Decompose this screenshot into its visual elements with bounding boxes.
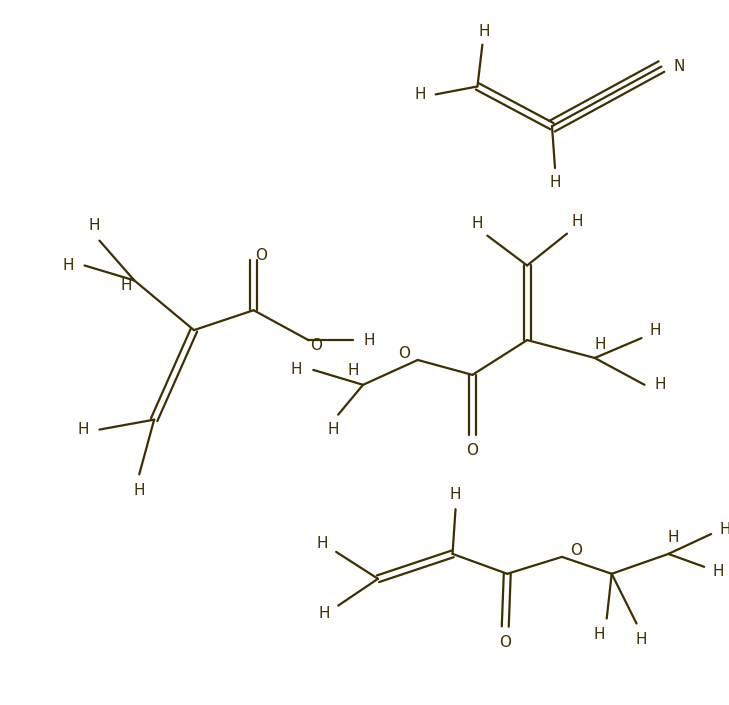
Text: H: H xyxy=(133,483,145,498)
Text: H: H xyxy=(327,422,339,437)
Text: H: H xyxy=(319,606,330,621)
Text: H: H xyxy=(316,537,328,551)
Text: H: H xyxy=(450,486,461,502)
Text: O: O xyxy=(311,338,322,352)
Text: O: O xyxy=(467,443,478,458)
Text: H: H xyxy=(594,336,606,352)
Text: H: H xyxy=(63,258,74,273)
Text: H: H xyxy=(120,278,132,293)
Text: H: H xyxy=(593,627,604,642)
Text: H: H xyxy=(668,530,679,546)
Text: N: N xyxy=(674,59,685,74)
Text: H: H xyxy=(655,377,666,392)
Text: H: H xyxy=(549,176,561,190)
Text: O: O xyxy=(256,248,268,263)
Text: H: H xyxy=(363,333,375,348)
Text: O: O xyxy=(499,635,511,650)
Text: H: H xyxy=(347,363,359,379)
Text: H: H xyxy=(78,422,89,437)
Text: H: H xyxy=(291,362,302,377)
Text: H: H xyxy=(712,564,724,580)
Text: H: H xyxy=(636,632,647,647)
Text: H: H xyxy=(650,323,661,338)
Text: H: H xyxy=(479,24,490,39)
Text: O: O xyxy=(398,346,410,362)
Text: H: H xyxy=(472,216,483,231)
Text: H: H xyxy=(720,522,729,537)
Text: O: O xyxy=(570,544,582,558)
Text: H: H xyxy=(571,214,582,229)
Text: H: H xyxy=(89,218,101,233)
Text: H: H xyxy=(415,87,426,102)
